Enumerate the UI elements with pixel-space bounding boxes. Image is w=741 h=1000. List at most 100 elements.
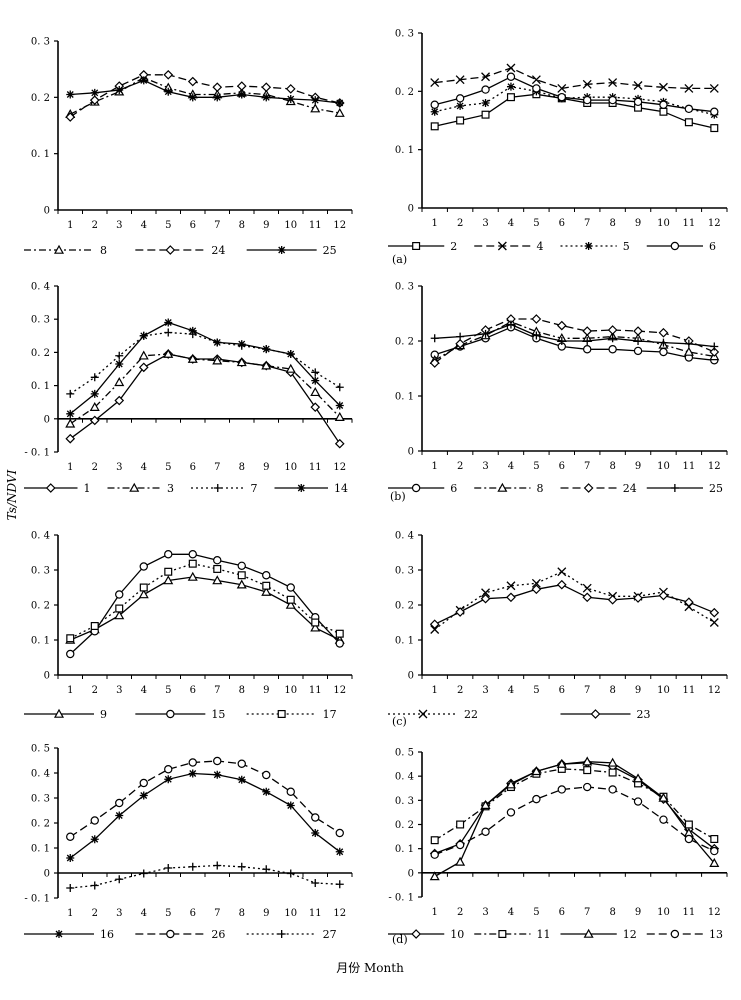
- series-line-4: [434, 67, 715, 90]
- x-tick-label: 9: [635, 218, 641, 229]
- data-point: [607, 594, 618, 605]
- data-point: [607, 757, 618, 767]
- data-point: [188, 769, 197, 778]
- data-point: [335, 401, 344, 410]
- data-point: [90, 389, 99, 398]
- x-tick-label: 11: [309, 908, 322, 919]
- x-tick-label: 1: [67, 685, 73, 696]
- data-point: [90, 835, 99, 844]
- legend-item: 6: [388, 482, 457, 495]
- x-tick-label: 12: [708, 218, 721, 229]
- legend-marker: [411, 483, 421, 493]
- series-15: [66, 550, 344, 659]
- data-point: [89, 401, 100, 411]
- legend-label: 15: [211, 708, 225, 721]
- x-tick-label: 2: [457, 218, 463, 229]
- series-line-27: [70, 864, 340, 889]
- x-tick-label: 6: [190, 462, 196, 473]
- y-tick-label: 0. 1: [395, 636, 414, 647]
- legend-marker: [412, 242, 421, 251]
- data-point: [683, 346, 694, 356]
- y-tick-label: 0. 1: [395, 392, 414, 403]
- data-point: [66, 854, 75, 862]
- legend-marker: [497, 241, 507, 251]
- series-1: [65, 349, 345, 449]
- x-tick-label: 1: [432, 461, 438, 472]
- legend-marker: [297, 484, 306, 492]
- data-point: [115, 811, 124, 820]
- data-point: [430, 107, 439, 116]
- x-tick-label: 1: [432, 907, 438, 918]
- data-point: [188, 550, 197, 559]
- y-tick-label: 0. 1: [31, 149, 50, 160]
- data-point: [213, 756, 222, 766]
- legend-marker: [129, 482, 140, 492]
- data-point: [658, 590, 669, 601]
- data-point: [456, 332, 465, 341]
- legend-item: 8: [474, 482, 544, 495]
- legend-marker: [53, 708, 65, 718]
- data-point: [481, 110, 490, 119]
- data-point: [532, 794, 541, 804]
- legend-item: 9: [24, 708, 107, 721]
- legend-marker: [584, 242, 593, 250]
- data-point: [556, 320, 567, 331]
- data-point: [583, 345, 592, 354]
- data-point: [481, 827, 490, 836]
- data-point: [212, 575, 223, 585]
- series-25: [66, 76, 344, 107]
- series-14: [66, 318, 344, 418]
- data-point: [531, 75, 541, 85]
- x-tick-label: 5: [533, 461, 539, 472]
- legend-marker: [45, 483, 56, 493]
- series-27: [66, 861, 344, 892]
- panel-label-c: (c): [392, 715, 407, 728]
- legend-item: 6: [646, 240, 716, 253]
- y-tick-label: 0. 2: [31, 348, 50, 359]
- data-point: [556, 579, 567, 590]
- data-point: [455, 856, 466, 866]
- data-point: [66, 389, 75, 398]
- series-line-6: [434, 326, 715, 361]
- data-point: [710, 342, 719, 351]
- data-point: [188, 862, 197, 871]
- data-point: [311, 376, 320, 385]
- series-line-5: [434, 86, 715, 116]
- data-point: [311, 813, 320, 822]
- legend-item: 7: [191, 482, 258, 495]
- data-point: [262, 787, 271, 796]
- legend-item: 13: [646, 928, 723, 941]
- y-tick-label: 0. 4: [31, 769, 50, 780]
- x-tick-label: 8: [609, 685, 615, 696]
- series-line-22: [434, 571, 715, 631]
- legend-item: 22: [388, 708, 478, 721]
- data-point: [285, 84, 296, 94]
- data-point: [139, 331, 148, 340]
- x-tick-label: 5: [165, 908, 171, 919]
- x-tick-label: 8: [239, 220, 245, 231]
- legend: 16 26 27: [24, 928, 337, 941]
- y-tick-label: 0. 2: [31, 601, 50, 612]
- data-point: [455, 607, 465, 617]
- series-line-1: [69, 353, 341, 445]
- data-point: [583, 766, 592, 775]
- data-point: [164, 567, 173, 576]
- legend-item: 8: [24, 244, 107, 257]
- data-point: [237, 759, 246, 768]
- y-tick-label: 0. 2: [31, 819, 50, 830]
- x-tick-label: 7: [214, 462, 220, 473]
- data-point: [658, 82, 668, 92]
- data-point: [480, 593, 491, 604]
- data-point: [556, 758, 567, 768]
- data-point: [334, 411, 345, 421]
- y-tick-label: 0. 3: [31, 37, 50, 48]
- data-point: [506, 808, 516, 817]
- y-tick-label: 0: [44, 414, 50, 425]
- x-tick-label: 2: [457, 461, 463, 472]
- x-tick-label: 11: [309, 462, 322, 473]
- data-point: [658, 327, 669, 338]
- legend-marker: [165, 245, 176, 255]
- legend-label: 5: [623, 240, 630, 253]
- x-tick-label: 2: [92, 908, 98, 919]
